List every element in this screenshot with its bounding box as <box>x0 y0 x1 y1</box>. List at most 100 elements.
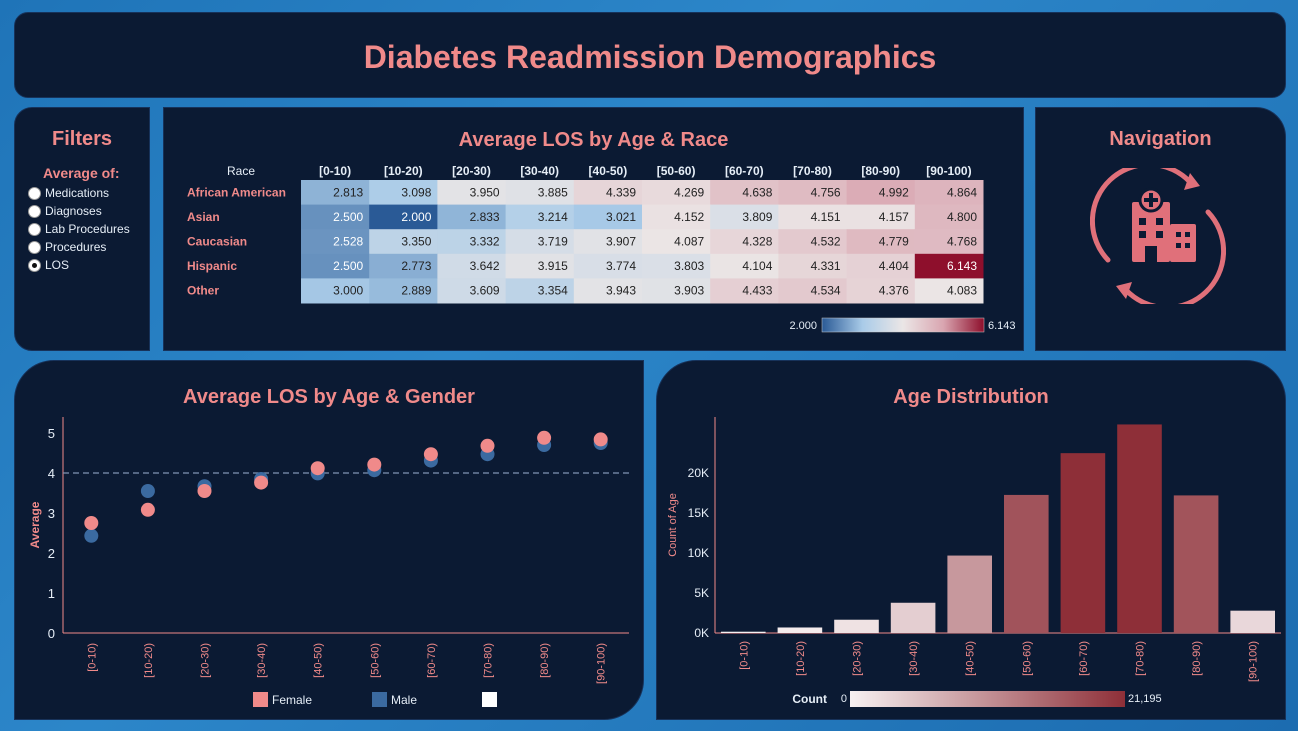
bar-legend-max: 21,195 <box>1128 693 1162 705</box>
scatter-legend-label: Female <box>272 693 312 707</box>
heatmap-cell <box>642 204 711 230</box>
scatter-legend-swatch <box>253 692 268 707</box>
bar-y-tick: 10K <box>688 546 709 560</box>
bar-legend-min: 0 <box>841 693 847 705</box>
bar-y-tick: 20K <box>688 466 709 480</box>
bar-x-tick: [40-50) <box>965 641 977 676</box>
heatmap-cell <box>642 229 711 255</box>
bar <box>890 602 936 633</box>
heatmap-cell <box>710 180 779 206</box>
heatmap-cell <box>505 253 575 279</box>
heatmap-column-label: [20-30) <box>452 164 491 178</box>
scatter-y-tick: 3 <box>48 506 55 521</box>
heatmap-cell <box>642 180 711 206</box>
radio-button-icon[interactable] <box>28 222 41 236</box>
radio-button-icon[interactable] <box>28 258 41 272</box>
bar <box>1060 453 1106 633</box>
radio-procedures[interactable]: Procedures <box>28 238 130 256</box>
bar-y-tick: 15K <box>688 506 709 520</box>
bar-y-label: Count of Age <box>667 493 679 557</box>
scatter-y-tick: 4 <box>48 466 55 481</box>
heatmap-cell <box>846 229 916 255</box>
bar <box>777 627 823 633</box>
heatmap-cell <box>710 204 779 230</box>
heatmap-cell-value: 3.354 <box>538 284 568 298</box>
radio-diagnoses[interactable]: Diagnoses <box>28 202 130 220</box>
heatmap-cell-value: 3.350 <box>401 235 431 249</box>
heatmap-cell-value: 3.943 <box>606 284 636 298</box>
heatmap-cell-value: 4.992 <box>879 185 909 199</box>
heatmap-cell-value: 4.331 <box>811 259 841 273</box>
scatter-panel: Average LOS by Age & Gender 0 1 2 3 4 5 Averag… <box>14 360 644 720</box>
heatmap-cell <box>778 253 848 279</box>
heatmap-cell-value: 3.950 <box>470 185 500 199</box>
heatmap-cell-value: 4.339 <box>606 185 636 199</box>
heatmap-cell-value: 3.915 <box>538 259 568 273</box>
bar-color-legend <box>850 691 1125 707</box>
radio-button-icon[interactable] <box>28 186 41 200</box>
heatmap-cell <box>369 253 438 279</box>
radio-label: LOS <box>45 258 70 272</box>
heatmap-cell <box>642 278 711 304</box>
hospital-refresh-icon[interactable] <box>1090 168 1226 304</box>
radio-medications[interactable]: Medications <box>28 184 130 202</box>
bar <box>721 631 766 633</box>
bar-x-tick: [70-80) <box>1135 641 1147 676</box>
heatmap-cell-value: 4.152 <box>674 210 704 224</box>
heatmap-cell-value: 3.098 <box>401 185 431 199</box>
bar <box>1117 424 1162 633</box>
scatter-x-tick: [0-10) <box>86 643 98 672</box>
bar-x-tick: [50-60) <box>1021 641 1033 676</box>
heatmap-column-label: [40-50) <box>589 164 628 178</box>
heatmap-cell-value: 2.773 <box>401 259 431 273</box>
heatmap-cell <box>369 204 438 230</box>
heatmap-cell-value: 2.500 <box>333 259 363 273</box>
heatmap-cell-value: 4.376 <box>879 284 909 298</box>
bar-chart: 0K 5K 10K 15K 20K Count of Age [0-10) [10-20) [2… <box>667 417 1281 707</box>
heatmap-cell <box>642 253 711 279</box>
scatter-point-female <box>593 432 608 447</box>
scatter-legend-label: Male <box>391 693 417 707</box>
heatmap-cell-value: 4.768 <box>947 235 977 249</box>
bar-panel: Age Distribution 0K 5K 10K 15K 20K Count of A… <box>656 360 1286 720</box>
radio-los[interactable]: LOS <box>28 256 130 274</box>
heatmap-cell <box>573 204 643 230</box>
scatter-y-tick: 5 <box>48 426 55 441</box>
scatter-point-male <box>140 484 155 498</box>
heatmap-legend-min: 2.000 <box>789 320 817 332</box>
heatmap-cell-value: 3.609 <box>470 284 500 298</box>
heatmap-cell-value: 4.328 <box>742 235 772 249</box>
radio-lab-procedures[interactable]: Lab Procedures <box>28 220 130 238</box>
heatmap-chart: Race [0-10) [10-20) [20-30) [30-40) [40-50) [5… <box>187 164 1016 333</box>
scatter-y-tick: 1 <box>48 586 55 601</box>
heatmap-cell-value: 4.087 <box>674 235 704 249</box>
heatmap-cell <box>778 229 848 255</box>
heatmap-cell-value: 3.719 <box>538 235 568 249</box>
scatter-point-female <box>84 516 99 530</box>
bar <box>1004 494 1049 633</box>
bar-x-tick: [90-100) <box>1248 641 1260 682</box>
heatmap-row-label: African American <box>187 185 286 199</box>
bar-y-tick: 5K <box>694 586 709 600</box>
scatter-chart: 0 1 2 3 4 5 Average [0-10) [10-20) [20-30) [30-40)… <box>28 417 629 707</box>
scatter-point-female <box>254 475 269 490</box>
heatmap-cell <box>914 180 984 206</box>
heatmap-cell <box>573 229 643 255</box>
heatmap-cell <box>301 253 370 279</box>
heatmap-cell <box>846 253 916 279</box>
scatter-x-tick: [70-80) <box>483 643 495 678</box>
bar-x-tick: [0-10) <box>738 641 750 670</box>
scatter-legend-swatch <box>372 692 387 707</box>
scatter-y-label: Average <box>28 501 42 548</box>
radio-button-icon[interactable] <box>28 240 41 254</box>
heatmap-cell <box>437 253 507 279</box>
radio-button-icon[interactable] <box>28 204 41 218</box>
heatmap-cell-value: 3.803 <box>674 259 704 273</box>
heatmap-cell-value: 3.903 <box>674 284 704 298</box>
bar-x-tick: [20-30) <box>852 641 864 676</box>
scatter-x-tick: [50-60) <box>369 643 381 678</box>
heatmap-column-label: [80-90) <box>861 164 900 178</box>
heatmap-cell <box>778 180 848 206</box>
bar-x-tick: [80-90) <box>1191 641 1203 676</box>
heatmap-cell <box>573 278 643 304</box>
